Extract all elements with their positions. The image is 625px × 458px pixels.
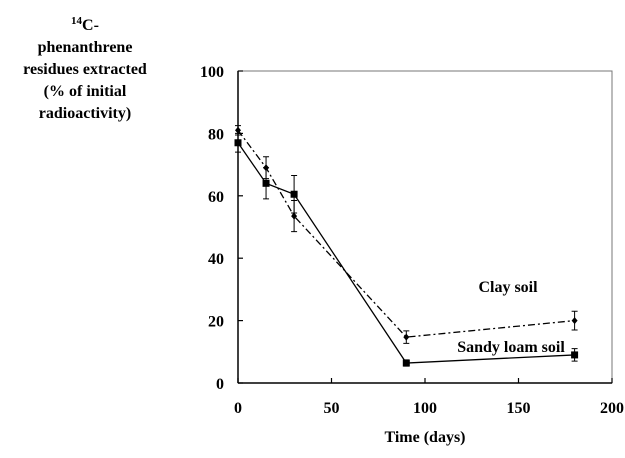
x-tick-label: 150 <box>507 400 531 417</box>
marker-square <box>262 179 270 187</box>
marker-square <box>234 139 242 147</box>
x-axis-title: Time (days) <box>384 429 465 446</box>
y-title-line: phenanthrene <box>38 39 133 56</box>
marker-square <box>571 351 579 359</box>
marker-diamond <box>403 333 410 341</box>
y-title-superscript: 14 <box>71 15 83 27</box>
x-tick-label: 200 <box>600 400 624 417</box>
marker-diamond <box>291 212 298 220</box>
series-label: Sandy loam soil <box>457 339 565 356</box>
y-title-line: (% of initial <box>44 83 127 100</box>
y-title-text: C- <box>82 17 99 34</box>
marker-square <box>290 190 298 198</box>
x-tick-label: 100 <box>413 400 437 417</box>
x-tick-label: 0 <box>234 400 242 417</box>
series-line <box>237 142 575 364</box>
series-label: Clay soil <box>478 279 538 296</box>
marker-diamond <box>571 317 578 325</box>
y-tick-label: 40 <box>208 251 224 268</box>
y-tick-label: 20 <box>208 314 224 331</box>
y-axis-title: 14C-phenanthrene residues extracted (% of … <box>23 15 147 122</box>
y-tick-label: 100 <box>200 64 224 81</box>
marker-diamond <box>235 126 241 134</box>
y-tick-label: 80 <box>208 126 224 143</box>
y-title-line: radioactivity) <box>39 105 131 122</box>
y-title-line: 14C- <box>71 15 99 34</box>
marker-square <box>402 359 410 367</box>
series-line <box>237 129 575 338</box>
y-tick-label: 0 <box>216 376 224 393</box>
y-tick-label: 60 <box>208 189 224 206</box>
y-title-line: residues extracted <box>23 61 147 78</box>
x-tick-label: 50 <box>324 400 340 417</box>
